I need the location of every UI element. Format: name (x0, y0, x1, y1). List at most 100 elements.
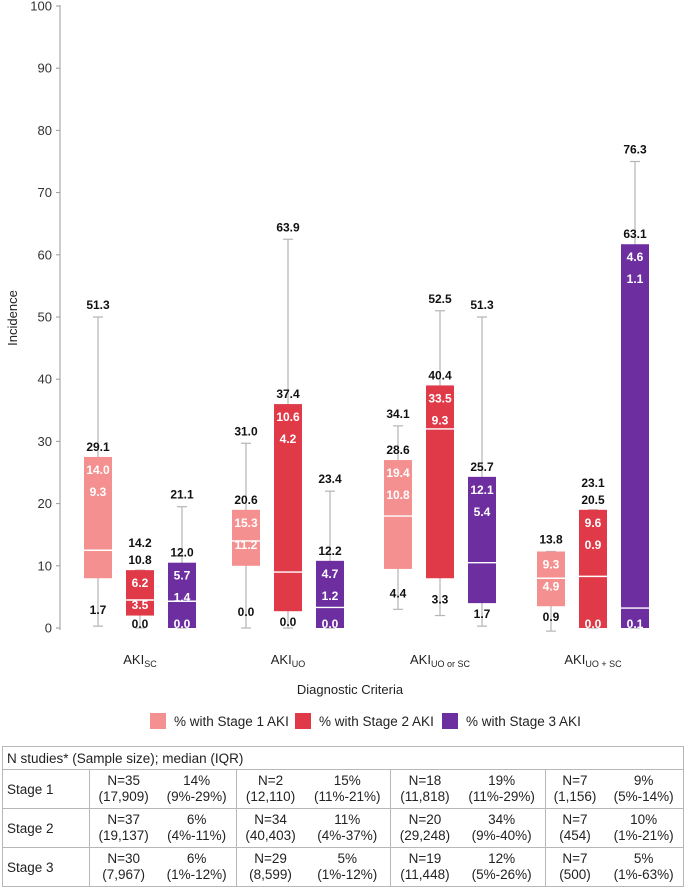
y-tick-label: 90 (38, 61, 52, 76)
data-label-lower: 11.2 (235, 538, 258, 552)
legend-label-stage2: % with Stage 2 AKI (319, 713, 434, 729)
cell-n-studies: N=30 (7,967) (89, 847, 158, 887)
data-label-max: 31.0 (234, 424, 258, 438)
cell-median-iqr: 19% (11%-29%) (458, 769, 546, 809)
category-subscript: UO + SC (585, 659, 622, 669)
n-studies: N=20 (408, 812, 442, 827)
category-label-1: AKISC (123, 652, 157, 669)
data-label-upper: 9.6 (585, 516, 602, 530)
data-label-q3: 29.1 (86, 440, 110, 454)
data-label-max: 51.3 (470, 298, 494, 312)
median-value: 5% (633, 851, 654, 866)
y-tick-label: 0 (45, 621, 52, 636)
data-label-max: 51.3 (86, 298, 110, 312)
n-studies: N=34 (254, 812, 287, 827)
cell-median-iqr: 5% (1%-12%) (304, 847, 392, 887)
data-label-upper: 15.3 (234, 516, 258, 530)
data-label-upper: 4.7 (322, 567, 339, 581)
y-tick-label: 40 (38, 372, 52, 387)
box-stage2-group3: 40.4 52.5 33.5 9.3 3.3 (426, 292, 454, 617)
data-label-min: 0.0 (585, 617, 602, 631)
sample-size: (17,909) (98, 789, 149, 804)
data-label-upper: 10.6 (276, 410, 300, 424)
cell-n-studies: N=2 (12,110) (235, 769, 305, 809)
sample-size: (1,156) (553, 789, 597, 804)
box-stage2-group2: 37.4 63.9 10.6 4.2 0.0 (274, 220, 302, 629)
cell-n-studies: N=7 (454) (544, 808, 605, 848)
category-base: AKI (123, 652, 144, 667)
y-tick-label: 100 (30, 0, 52, 14)
data-label-max: 34.1 (386, 407, 410, 421)
box-iqr (426, 385, 454, 579)
box-stage2-group1: 10.8 14.2 6.2 3.5 0.0 (126, 536, 154, 631)
data-label-lower: 1.4 (174, 591, 191, 605)
median-value: 14% (183, 773, 211, 788)
category-label-3: AKIUO or SC (410, 652, 470, 669)
boxes: 29.1 51.3 14.0 9.3 1.7 20.6 31.0 15.3 11.2 0.0 28.… (84, 143, 649, 632)
sample-size: (12,110) (245, 789, 296, 804)
cell-median-iqr: 5% (1%-63%) (604, 847, 685, 887)
cell-n-studies: N=19 (11,448) (390, 847, 459, 887)
data-label-lower: 9.3 (90, 485, 107, 499)
data-label-upper: 6.2 (132, 576, 149, 590)
data-label-max: 63.9 (276, 220, 300, 234)
y-tick-label: 50 (38, 310, 52, 325)
data-label-q3: 25.7 (470, 460, 494, 474)
cell-median-iqr: 14% (9%-29%) (157, 769, 237, 809)
median-value: 10% (630, 812, 658, 827)
data-label-q3: 12.0 (170, 546, 194, 560)
box-iqr (126, 570, 154, 616)
iqr-value: (5%-14%) (613, 789, 674, 804)
sample-size: (19,137) (98, 828, 149, 843)
category-base: AKI (410, 652, 431, 667)
box-iqr (84, 456, 112, 579)
data-label-upper: 9.3 (543, 557, 560, 571)
n-studies: N=2 (257, 773, 284, 788)
data-label-lower: 9.3 (432, 413, 449, 427)
n-studies: N=29 (254, 851, 287, 866)
data-label-upper: 14.0 (86, 463, 110, 477)
data-label-lower: 5.4 (474, 505, 491, 519)
data-label-max: 13.8 (539, 532, 563, 546)
data-label-lower: 1.2 (322, 589, 339, 603)
x-axis-label: Diagnostic Criteria (297, 682, 404, 697)
median-value: 9% (633, 773, 654, 788)
median-value: 15% (333, 773, 361, 788)
median-value: 6% (186, 812, 207, 827)
category-subscript: UO (292, 659, 306, 669)
cell-n-studies: N=34 (40,403) (235, 808, 305, 848)
category-base: AKI (564, 652, 585, 667)
data-label-lower: 1.1 (627, 272, 644, 286)
category-subscript: SC (144, 659, 157, 669)
box-stage1-group1: 29.1 51.3 14.0 9.3 1.7 (84, 298, 112, 627)
data-label-min: 0.0 (280, 615, 297, 629)
legend-label-stage3: % with Stage 3 AKI (466, 713, 581, 729)
data-label-min: 0.0 (238, 605, 255, 619)
table-row: Stage 1 N=35 (17,909) 14% (9%-29%) N=2 (12,110… (2, 769, 685, 809)
box-iqr (621, 244, 649, 628)
stage-label: Stage 3 (2, 847, 90, 887)
data-label-min: 0.0 (174, 617, 191, 631)
iqr-value: (5%-26%) (471, 867, 532, 882)
data-label-q3: 28.6 (386, 443, 410, 457)
data-label-lower: 10.8 (386, 488, 410, 502)
data-label-min: 0.0 (322, 617, 339, 631)
category-subscript: UO or SC (431, 659, 471, 669)
data-label-max: 23.1 (581, 476, 605, 490)
box-stage3-group1: 12.0 21.1 5.7 1.4 0.0 (168, 488, 196, 631)
y-tick-label: 80 (38, 123, 52, 138)
box-iqr (316, 560, 344, 628)
data-label-lower: 4.9 (543, 579, 560, 593)
box-stage3-group4: 63.1 76.3 4.6 1.1 0.1 (621, 143, 649, 631)
table-row: Stage 2 N=37 (19,137) 6% (4%-11%) N=34 (40,403… (2, 808, 685, 848)
legend-item-stage3: % with Stage 3 AKI (442, 713, 581, 729)
n-studies: N=35 (107, 773, 140, 788)
y-tick-label: 60 (38, 247, 52, 262)
cell-median-iqr: 12% (5%-26%) (458, 847, 546, 887)
data-label-lower: 3.5 (132, 598, 149, 612)
data-label-min: 1.7 (90, 603, 107, 617)
data-label-min: 0.1 (627, 617, 644, 631)
table-header: N studies* (Sample size); median (IQR) (2, 746, 684, 770)
cell-median-iqr: 6% (4%-11%) (157, 808, 237, 848)
iqr-value: (1%-12%) (317, 867, 378, 882)
